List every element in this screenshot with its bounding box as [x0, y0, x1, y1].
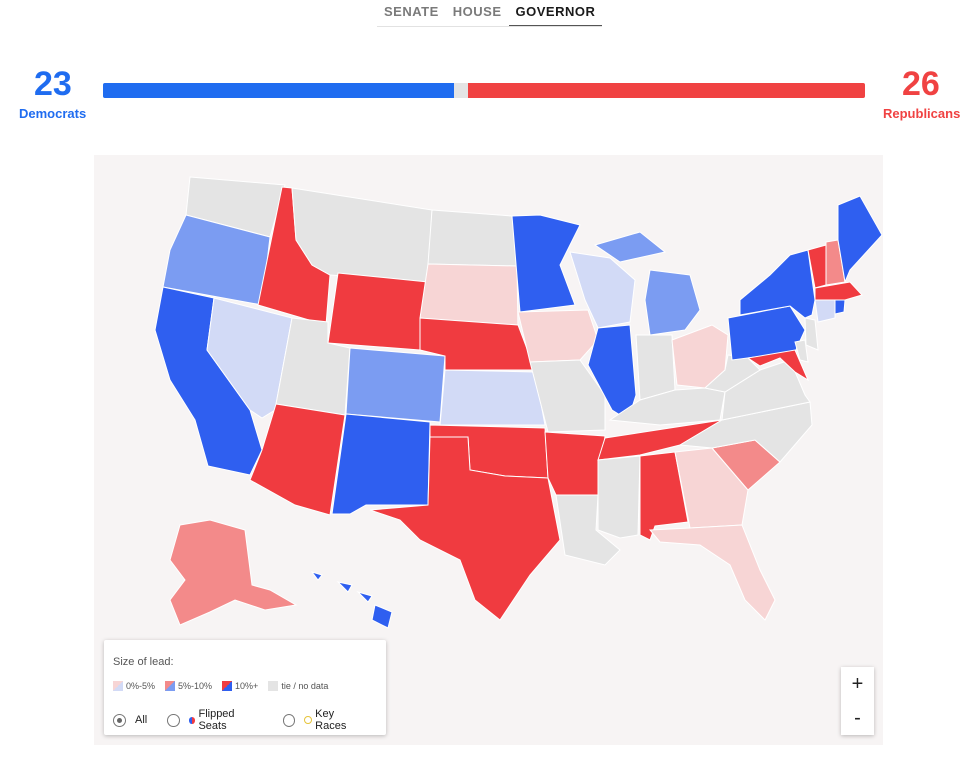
state-mo[interactable] — [529, 359, 606, 433]
state-nm[interactable] — [331, 413, 431, 515]
legend-item-0-5: 0%-5% — [113, 681, 155, 691]
democrats-label: Democrats — [19, 106, 87, 121]
key-race-dot-icon — [304, 716, 313, 724]
state-az[interactable] — [249, 403, 346, 516]
balance-bar-democrats — [103, 83, 454, 98]
state-fl[interactable] — [648, 524, 776, 621]
state-in[interactable] — [635, 334, 676, 401]
state-ms[interactable] — [597, 455, 641, 539]
state-ma[interactable] — [814, 281, 863, 301]
race-type-tabs: SENATE HOUSE GOVERNOR — [377, 0, 603, 27]
legend-title: Size of lead: — [113, 656, 174, 668]
legend-label-no-data: tie / no data — [281, 681, 329, 691]
state-ct[interactable] — [814, 299, 836, 323]
state-co[interactable] — [345, 347, 446, 423]
zoom-out-button[interactable]: - — [854, 706, 861, 729]
state-tx[interactable] — [369, 436, 561, 621]
state-nj[interactable] — [804, 317, 819, 351]
state-ri[interactable] — [834, 299, 846, 315]
legend-swatches: 0%-5% 5%-10% 10%+ tie / no data — [113, 681, 338, 691]
legend-label-0-5: 0%-5% — [126, 681, 156, 691]
democrats-count: 23 — [34, 65, 72, 103]
legend-item-no-data: tie / no data — [268, 681, 328, 691]
filter-all-radio[interactable] — [113, 713, 126, 727]
flipped-dot-icon — [188, 716, 196, 724]
republicans-count: 26 — [902, 65, 940, 103]
state-de[interactable] — [794, 339, 809, 363]
filter-flipped-label: Flipped Seats — [198, 708, 235, 732]
tab-governor[interactable]: GOVERNOR — [508, 0, 603, 27]
state-ak[interactable] — [169, 519, 298, 626]
map-legend: Size of lead: 0%-5% 5%-10% 10%+ tie / no… — [104, 640, 386, 735]
filter-key-races-radio[interactable] — [282, 713, 296, 727]
state-tn[interactable] — [597, 419, 723, 461]
legend-swatch-0-5 — [113, 681, 123, 691]
legend-swatch-5-10 — [165, 681, 176, 691]
state-wi[interactable] — [569, 251, 636, 329]
tab-senate[interactable]: SENATE — [384, 4, 439, 19]
state-ks[interactable] — [439, 369, 546, 426]
tabs-divider — [377, 26, 602, 27]
state-mn[interactable] — [511, 214, 581, 313]
legend-label-10-plus: 10%+ — [235, 681, 259, 691]
state-hi[interactable] — [310, 571, 393, 629]
legend-item-5-10: 5%-10% — [165, 681, 212, 691]
legend-label-5-10: 5%-10% — [178, 681, 213, 691]
state-wy[interactable] — [327, 272, 429, 351]
state-ga[interactable] — [674, 447, 749, 529]
tab-house[interactable]: HOUSE — [452, 4, 502, 19]
filter-key-races-label: Key Races — [315, 708, 347, 732]
zoom-controls: + - — [841, 667, 874, 735]
state-ar[interactable] — [544, 431, 606, 496]
filter-flipped-seats[interactable]: Flipped Seats — [167, 708, 263, 732]
republicans-label: Republicans — [883, 106, 961, 121]
filter-flipped-radio[interactable] — [167, 713, 180, 727]
filter-all[interactable]: All — [113, 713, 148, 727]
state-md[interactable] — [746, 349, 810, 382]
state-ia[interactable] — [517, 309, 599, 363]
legend-swatch-no-data — [268, 681, 279, 691]
legend-item-10-plus: 10%+ — [222, 681, 258, 691]
state-or[interactable] — [162, 214, 271, 306]
state-nd[interactable] — [427, 209, 518, 267]
state-me[interactable] — [837, 195, 883, 284]
filter-all-label: All — [135, 714, 148, 726]
legend-swatch-10-plus — [222, 681, 233, 691]
state-ny[interactable] — [739, 249, 816, 319]
us-map — [154, 176, 883, 629]
balance-bar-republicans — [468, 83, 865, 98]
map-filters: All Flipped Seats Key Races — [113, 708, 386, 732]
filter-key-races[interactable]: Key Races — [282, 708, 366, 732]
zoom-in-button[interactable]: + — [851, 672, 864, 695]
state-mi[interactable] — [593, 231, 701, 336]
